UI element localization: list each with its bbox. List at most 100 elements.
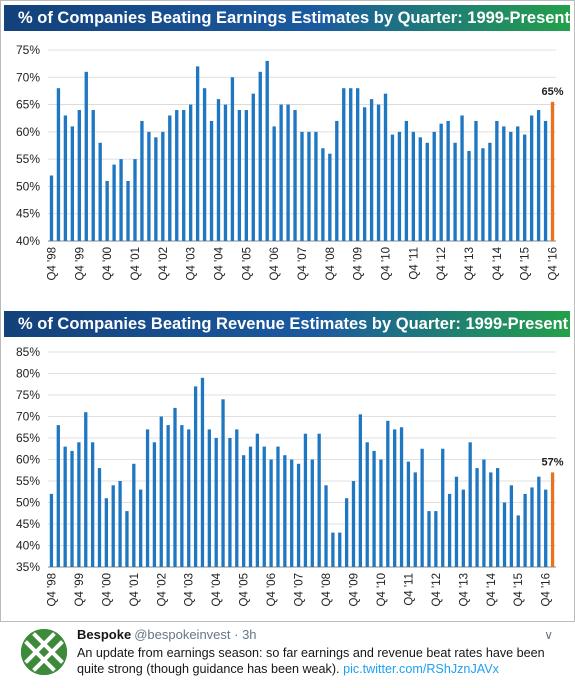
tweet-text: An update from earnings season: so far e… <box>77 646 545 676</box>
bar <box>467 150 471 241</box>
bar <box>296 463 301 567</box>
x-tick-label: Q4 '07 <box>297 247 309 281</box>
bar <box>335 120 339 241</box>
y-tick-label: 75% <box>16 388 40 402</box>
tweet-menu-chevron-icon[interactable]: ∨ <box>544 628 553 642</box>
bar <box>516 515 520 567</box>
x-tick-label: Q4 '13 <box>464 247 476 281</box>
x-tick-label: Q4 '02 <box>158 247 170 281</box>
y-tick-label: 55% <box>16 474 40 488</box>
bar <box>276 446 280 567</box>
bar <box>399 427 404 567</box>
x-tick-label: Q4 '04 <box>211 572 223 606</box>
bar <box>97 468 102 567</box>
bar <box>248 446 253 567</box>
bar <box>383 93 388 242</box>
x-tick-label: Q4 '08 <box>325 247 337 281</box>
bar <box>77 110 81 242</box>
bar <box>474 120 478 241</box>
bar <box>338 532 342 567</box>
bar <box>132 463 136 567</box>
bar-highlight <box>550 472 555 567</box>
tweet-handle[interactable]: @bespokeinvest · 3h <box>134 627 257 642</box>
bar <box>537 476 541 567</box>
bar <box>56 88 61 241</box>
bar <box>411 131 416 241</box>
x-tick-label: Q4 '11 <box>403 573 415 606</box>
bar <box>386 420 390 567</box>
bar <box>242 455 246 567</box>
x-tick-label: Q4 '16 <box>548 247 560 281</box>
bar <box>516 126 520 241</box>
bar <box>509 485 514 567</box>
bar <box>321 148 325 241</box>
bar <box>98 142 102 241</box>
bar <box>187 429 191 567</box>
bar <box>269 459 273 567</box>
x-tick-label: Q4 '99 <box>74 247 86 281</box>
bar <box>441 448 445 567</box>
bar <box>376 104 381 241</box>
bar <box>139 489 143 567</box>
bar <box>404 120 409 241</box>
bar <box>200 377 205 567</box>
bar <box>214 438 218 567</box>
x-tick-label: Q4 '14 <box>486 572 498 606</box>
bar <box>202 88 207 241</box>
y-tick-label: 50% <box>16 496 40 510</box>
bar <box>530 487 534 567</box>
bar <box>300 131 304 241</box>
bar <box>279 104 283 241</box>
x-tick-label: Q4 '10 <box>376 573 388 607</box>
earnings-chart-title: % of Companies Beating Earnings Estimate… <box>4 5 570 31</box>
bar <box>293 110 297 242</box>
bar <box>529 115 534 241</box>
bar <box>358 414 362 567</box>
bespoke-avatar[interactable] <box>21 629 67 675</box>
last-value-label: 65% <box>542 86 564 98</box>
bar <box>221 399 225 567</box>
y-tick-label: 70% <box>16 410 40 424</box>
bar <box>543 120 548 241</box>
tweet-image-link[interactable]: pic.twitter.com/RShJznJAVx <box>343 662 499 676</box>
last-value-label: 57% <box>542 456 564 468</box>
bar <box>152 442 157 567</box>
bar <box>286 104 290 241</box>
y-tick-label: 50% <box>16 179 40 193</box>
bar <box>195 66 200 241</box>
bar <box>230 77 235 242</box>
x-tick-label: Q4 '04 <box>213 246 225 280</box>
x-tick-label: Q4 '10 <box>381 247 393 281</box>
x-tick-label: Q4 '05 <box>239 573 251 607</box>
bar <box>118 481 122 567</box>
bar <box>105 180 109 241</box>
bar <box>154 137 158 241</box>
bar <box>349 88 353 241</box>
bar <box>175 110 179 242</box>
bar <box>255 433 260 567</box>
x-tick-label: Q4 '15 <box>520 247 532 281</box>
bar <box>369 99 374 241</box>
y-tick-label: 65% <box>16 431 40 445</box>
revenue-chart-title: % of Companies Beating Revenue Estimates… <box>4 311 570 337</box>
bar <box>258 71 262 241</box>
x-tick-label: Q4 '08 <box>321 573 333 607</box>
tweet-author-name[interactable]: Bespoke <box>77 627 132 642</box>
x-tick-label: Q4 '13 <box>458 573 470 607</box>
tweet[interactable]: Bespoke @bespokeinvest · 3h An update fro… <box>0 622 575 688</box>
bar <box>244 110 248 242</box>
revenue-bar-chart: 35% 40% 45% 50% 55% 60% 65% 70% 75% 80% 85% 57% Q4 '… <box>16 345 564 607</box>
bar <box>307 131 311 241</box>
bar <box>235 429 239 567</box>
bar <box>328 153 332 241</box>
bar <box>536 110 541 242</box>
bar <box>272 126 276 241</box>
tweet-body: An update from earnings season: so far e… <box>77 645 547 677</box>
bar <box>140 120 144 241</box>
y-tick-label: 70% <box>16 70 40 84</box>
bar <box>362 107 367 241</box>
y-tick-label: 65% <box>16 98 40 112</box>
x-tick-label: Q4 '01 <box>130 247 142 281</box>
bar <box>290 459 294 567</box>
bar <box>193 386 198 567</box>
